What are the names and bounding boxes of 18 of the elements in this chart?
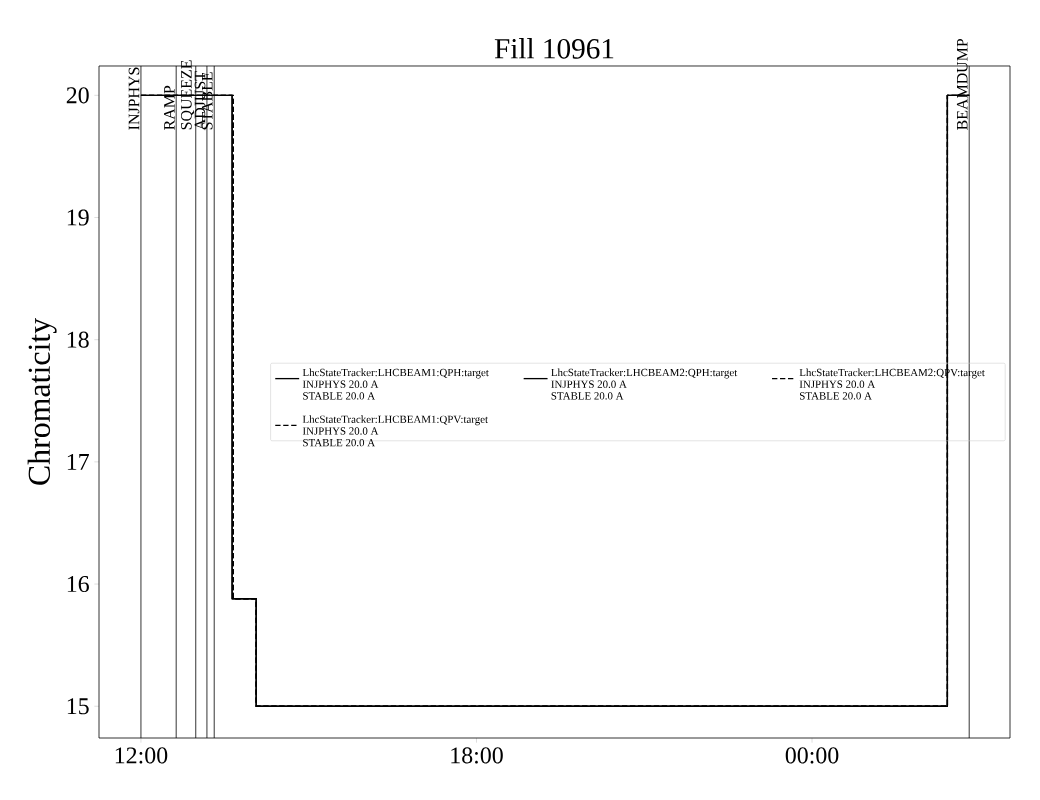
y-tick-label: 17 xyxy=(67,453,89,470)
y-tick-label: 20 xyxy=(66,87,89,104)
y-tick-label: 19 xyxy=(67,209,89,226)
x-tick-label: 00:00 xyxy=(785,747,839,764)
ref-line-label: RAMP xyxy=(164,85,175,130)
legend-label: LhcStateTracker:LHCBEAM1:QPH:target INJPHYS 20.0 A STABLE 20.0 A xyxy=(302,368,489,400)
ref-line-label: INJPHYS xyxy=(128,67,140,130)
ref-line-label: SQUEEZE xyxy=(181,60,195,130)
legend-label: LhcStateTracker:LHCBEAM2:QPH:target INJPHYS 20.0 A STABLE 20.0 A xyxy=(551,368,738,400)
y-tick-label: 18 xyxy=(67,331,89,348)
y-axis-title: Chromaticity xyxy=(27,317,57,485)
x-tick-label: 18:00 xyxy=(451,747,503,764)
x-tick-label: 12:00 xyxy=(115,747,168,764)
ref-line-label: BEAMDUMP xyxy=(956,38,968,130)
legend-label: LhcStateTracker:LHCBEAM1:QPV:target INJPHYS 20.0 A STABLE 20.0 A xyxy=(302,415,488,447)
chart-title: Fill 10961 xyxy=(494,38,614,59)
y-tick-label: 16 xyxy=(67,576,89,593)
y-tick-label: 15 xyxy=(67,698,89,715)
